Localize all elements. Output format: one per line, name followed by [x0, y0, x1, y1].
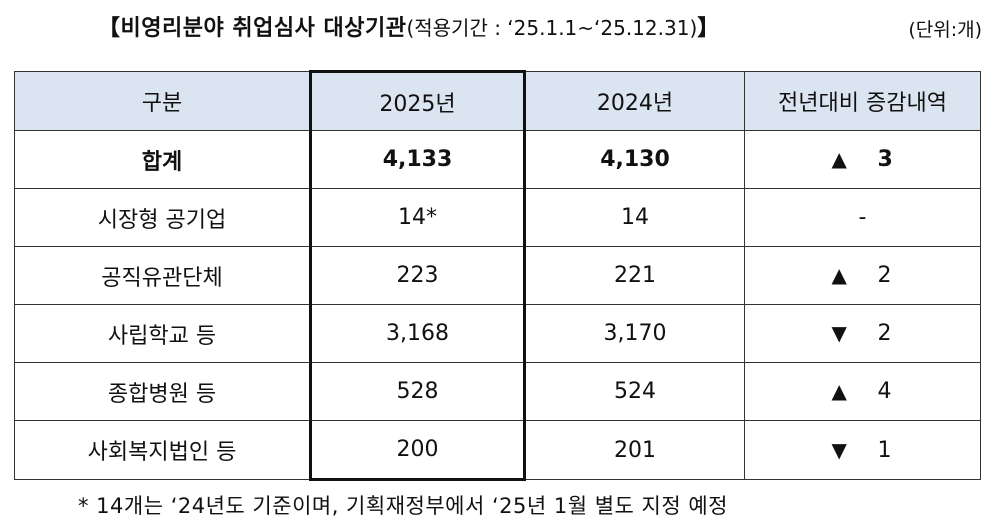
table-header-row: 구분 2025년 2024년 전년대비 증감내역	[14, 70, 981, 131]
down-triangle-icon: ▼	[831, 321, 847, 345]
change-cell: ▼ 1	[744, 420, 981, 480]
unit-label: (단위:개)	[908, 19, 982, 41]
value-2024-cell: 14	[524, 188, 745, 247]
category-cell: 시장형 공기업	[14, 188, 311, 247]
category-cell: 사립학교 등	[14, 304, 311, 363]
title-main: 【비영리분야 취업심사 대상기관	[98, 16, 407, 41]
footnote: * 14개는 ‘24년도 기준이며, 기획재정부에서 ‘25년 1월 별도 지정…	[78, 494, 728, 518]
change-cell: -	[744, 188, 981, 247]
title-row: 【비영리분야 취업심사 대상기관(적용기간 : ‘25.1.1~‘25.12.3…	[0, 0, 996, 62]
change-value: 2	[877, 263, 892, 288]
institutions-table: 구분 2025년 2024년 전년대비 증감내역 합계 4,133 4,130 …	[14, 70, 981, 481]
table-row: 공직유관단체 223 221 ▲ 2	[14, 246, 981, 305]
value-2025-cell: 200	[309, 420, 526, 481]
up-triangle-icon: ▲	[831, 147, 847, 171]
change-cell: ▼ 2	[744, 304, 981, 363]
value-2025-cell: 528	[309, 362, 526, 421]
value-2025-cell: 4,133	[309, 130, 526, 189]
up-triangle-icon: ▲	[831, 379, 847, 403]
change-value: 4	[877, 379, 892, 404]
value-2025-cell: 3,168	[309, 304, 526, 363]
change-cell: ▲ 4	[744, 362, 981, 421]
table-row: 종합병원 등 528 524 ▲ 4	[14, 362, 981, 421]
table-row: 사회복지법인 등 200 201 ▼ 1	[14, 420, 981, 481]
value-2024-cell: 524	[524, 362, 745, 421]
header-2025: 2025년	[309, 70, 526, 131]
value-2024-cell: 3,170	[524, 304, 745, 363]
category-cell: 합계	[14, 130, 311, 189]
category-cell: 공직유관단체	[14, 246, 311, 305]
header-category: 구분	[14, 71, 311, 131]
value-2024-cell: 221	[524, 246, 745, 305]
change-value: -	[858, 205, 867, 230]
change-cell: ▲ 2	[744, 246, 981, 305]
value-2025-cell: 14*	[309, 188, 526, 247]
header-2024: 2024년	[524, 71, 745, 131]
value-2024-cell: 4,130	[524, 130, 745, 189]
category-cell: 종합병원 등	[14, 362, 311, 421]
change-cell: ▲ 3	[744, 130, 981, 189]
table-row: 사립학교 등 3,168 3,170 ▼ 2	[14, 304, 981, 363]
up-triangle-icon: ▲	[831, 263, 847, 287]
page-title: 【비영리분야 취업심사 대상기관(적용기간 : ‘25.1.1~‘25.12.3…	[98, 10, 720, 42]
change-value: 2	[877, 321, 892, 346]
title-close: 】	[697, 16, 720, 41]
change-value: 3	[877, 147, 893, 172]
value-2024-cell: 201	[524, 420, 745, 480]
value-2025-cell: 223	[309, 246, 526, 305]
change-value: 1	[877, 437, 892, 463]
header-change: 전년대비 증감내역	[744, 71, 981, 131]
title-period: (적용기간 : ‘25.1.1~‘25.12.31)	[406, 16, 698, 40]
category-cell: 사회복지법인 등	[14, 420, 311, 480]
down-triangle-icon: ▼	[831, 437, 847, 462]
table-row: 시장형 공기업 14* 14 -	[14, 188, 981, 247]
table-row-total: 합계 4,133 4,130 ▲ 3	[14, 130, 981, 189]
